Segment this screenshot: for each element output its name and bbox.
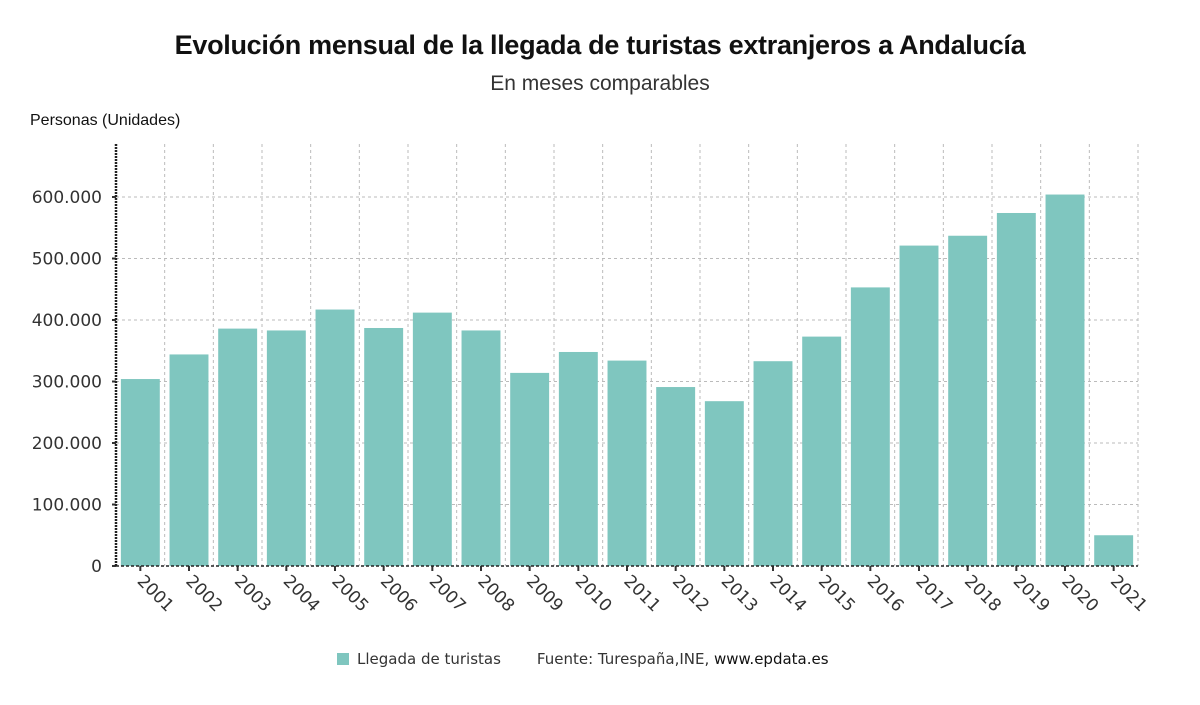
bar-2017 [899,245,939,566]
grid-lines [116,144,1139,566]
bar-2021 [1094,535,1134,566]
x-tick-label: 2004 [279,571,324,616]
y-tick-label: 600.000 [32,188,102,208]
x-tick-label: 2013 [717,571,762,616]
x-tick-label: 2016 [863,571,908,616]
y-tick-labels: 0 100.000 200.000 300.000 400.000 500.000 600.… [32,188,102,577]
x-tick-label: 2008 [473,571,518,616]
bar-2006 [364,327,404,566]
bar-2014 [753,361,793,566]
bar-2007 [412,312,452,566]
y-axis-label: Personas (Unidades) [30,112,181,129]
x-tick-label: 2010 [571,571,616,616]
bar-2001 [120,379,160,566]
bar-2011 [607,360,647,566]
bar-2003 [218,328,258,566]
y-tick-label: 100.000 [32,496,102,516]
legend: Llegada de turistas Fuente: Turespaña,IN… [337,650,829,668]
bar-2015 [802,336,842,566]
x-tick-label: 2003 [230,571,275,616]
x-tick-label: 2019 [1009,571,1054,616]
x-tick-label: 2015 [814,571,859,616]
x-tick-label: 2012 [668,571,713,616]
x-tick-label: 2001 [133,571,178,616]
bar-2020 [1045,194,1085,567]
bar-2005 [315,309,355,566]
source-url[interactable]: www.epdata.es [714,650,829,668]
axes [112,144,1138,571]
bar-2010 [558,351,598,566]
source-prefix: Fuente: Turespaña,INE, [536,650,714,668]
y-tick-label: 200.000 [32,434,102,454]
x-tick-label: 2020 [1057,571,1102,616]
x-tick-label: 2009 [522,571,567,616]
bar-2016 [850,287,890,566]
bar-2002 [169,354,209,566]
legend-label: Llegada de turistas [357,650,501,668]
y-tick-label: 0 [91,557,102,577]
x-tick-label: 2002 [181,571,226,616]
x-tick-label: 2014 [765,571,810,616]
bar-2019 [996,212,1036,567]
bar-2008 [461,330,501,566]
x-tick-label: 2007 [425,571,470,616]
y-tick-label: 500.000 [32,250,102,270]
x-tick-labels: 2001 2002 2003 2004 2005 2006 2007 2008 2009 2010… [133,571,1151,616]
x-tick-label: 2017 [911,571,956,616]
source-text: Fuente: Turespaña,INE, www.epdata.es [537,650,829,668]
x-tick-label: 2021 [1106,571,1151,616]
x-tick-label: 2018 [960,571,1005,616]
bar-2013 [704,401,744,566]
bars [120,194,1134,567]
chart-title: Evolución mensual de la llegada de turis… [174,30,1026,60]
chart-subtitle: En meses comparables [490,72,710,95]
x-tick-label: 2005 [327,571,372,616]
bar-2018 [948,235,988,566]
bar-2012 [656,387,696,566]
x-tick-label: 2011 [619,571,664,616]
legend-swatch [337,653,349,665]
bar-2004 [266,330,306,566]
bar-2009 [510,372,550,566]
x-tick-label: 2006 [376,571,421,616]
y-tick-label: 400.000 [32,311,102,331]
y-tick-label: 300.000 [32,373,102,393]
